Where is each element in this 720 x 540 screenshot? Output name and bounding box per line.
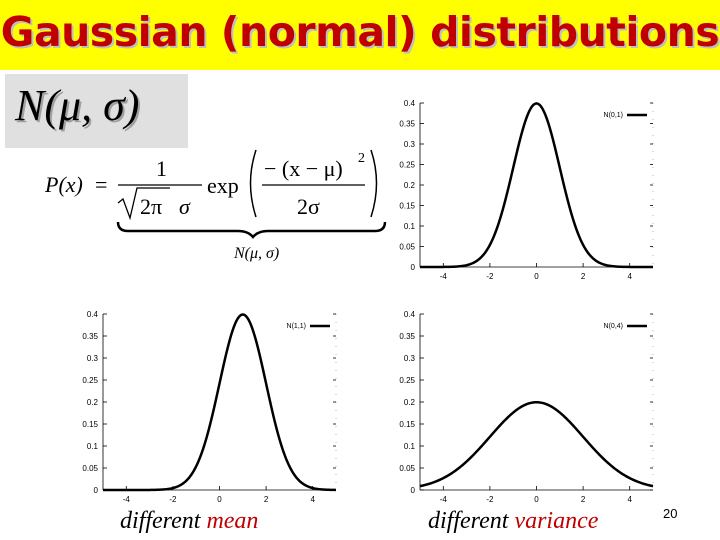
y-tick-label: 0.05 <box>399 243 415 252</box>
y-tick-label: 0.15 <box>399 420 415 429</box>
brace-label: N(μ, σ) <box>233 245 279 262</box>
formula-inner-numerator: − (x − μ) <box>264 156 343 181</box>
y-tick-label: 0 <box>411 486 416 495</box>
x-tick-label: 2 <box>581 495 586 504</box>
y-tick-label: 0.1 <box>404 222 416 231</box>
notation-box <box>5 74 188 148</box>
x-tick-label: -2 <box>486 272 494 281</box>
formula-inner-denominator: 2σ <box>297 194 320 219</box>
chart-different-variance: 0 0.05 0.1 0.15 0.2 0.25 0.3 0.35 0.4 -4 -2 0 2 4 N(0,… <box>399 310 654 504</box>
y-tick-label: 0.15 <box>82 420 98 429</box>
caption-different-mean: different mean <box>120 508 258 535</box>
title-bar <box>0 0 720 70</box>
legend-label: N(1,1) <box>287 323 306 330</box>
formula-left-paren <box>249 149 257 218</box>
underbrace <box>116 221 387 239</box>
x-tick-label: -4 <box>440 495 448 504</box>
y-tick-label: 0.15 <box>399 202 415 211</box>
formula-equals: = <box>95 172 107 197</box>
series-line <box>103 313 337 492</box>
y-tick-label: 0.4 <box>404 310 416 319</box>
y-tick-label: 0.3 <box>404 354 416 363</box>
y-tick-label: 0.2 <box>87 398 99 407</box>
caption-highlight: mean <box>206 508 259 534</box>
slide-title: Gaussian (normal) distributions <box>0 8 720 56</box>
x-tick-label: 4 <box>627 272 632 281</box>
x-tick-label: 0 <box>217 495 222 504</box>
x-tick-label: -2 <box>486 495 494 504</box>
x-tick-label: 4 <box>310 495 315 504</box>
x-tick-label: 0 <box>534 272 539 281</box>
caption-different-variance: different variance <box>428 508 598 535</box>
x-tick-label: 2 <box>581 272 586 281</box>
y-tick-label: 0.25 <box>399 376 415 385</box>
x-tick-label: 2 <box>264 495 269 504</box>
y-tick-label: 0.25 <box>399 161 415 170</box>
y-tick-label: 0.25 <box>82 376 98 385</box>
series-line <box>419 400 654 488</box>
y-tick-label: 0.3 <box>404 140 416 149</box>
y-tick-label: 0.1 <box>87 442 99 451</box>
legend-label: N(0,4) <box>604 323 623 330</box>
x-tick-label: -4 <box>440 272 448 281</box>
formula-right-paren <box>370 149 378 218</box>
notation-text: N(μ, σ) <box>15 81 140 130</box>
y-tick-label: 0.2 <box>404 398 416 407</box>
formula-sqrt-content: 2π <box>140 194 162 219</box>
y-tick-label: 0 <box>411 263 416 272</box>
y-tick-label: 0 <box>94 486 99 495</box>
formula-power: 2 <box>358 151 365 166</box>
caption-text: different <box>120 508 207 534</box>
formula: P(x) = 1 2π σ exp − (x − μ) 2 2σ <box>44 149 378 221</box>
y-tick-label: 0.3 <box>87 354 99 363</box>
y-tick-label: 0.4 <box>404 99 416 108</box>
y-tick-label: 0.35 <box>399 120 415 129</box>
y-tick-label: 0.1 <box>404 442 416 451</box>
y-tick-label: 0.05 <box>399 464 415 473</box>
formula-sigma: σ <box>179 194 191 219</box>
y-tick-label: 0.4 <box>87 310 99 319</box>
x-tick-label: 0 <box>534 495 539 504</box>
formula-sqrt-sign <box>117 187 170 221</box>
y-tick-label: 0.05 <box>82 464 98 473</box>
x-tick-label: 4 <box>627 495 632 504</box>
series-line <box>420 102 653 269</box>
y-tick-label: 0.35 <box>399 332 415 341</box>
page-number: 20 <box>663 506 678 521</box>
formula-exp: exp <box>207 173 239 198</box>
chart-different-mean: 0 0.05 0.1 0.15 0.2 0.25 0.3 0.35 0.4 -4 -2 0 2 4 N(1,… <box>82 310 337 504</box>
legend-label: N(0,1) <box>604 112 623 119</box>
y-tick-label: 0.35 <box>82 332 98 341</box>
caption-highlight: variance <box>514 508 599 534</box>
x-tick-label: -2 <box>169 495 177 504</box>
x-tick-label: -4 <box>123 495 131 504</box>
formula-numerator: 1 <box>156 156 167 181</box>
chart-standard-normal: 0 0.05 0.1 0.15 0.2 0.25 0.3 0.35 0.4 -4 -2 0 2 4 N(0,… <box>399 99 654 281</box>
formula-lhs: P(x) <box>44 172 83 197</box>
y-tick-label: 0.2 <box>404 181 416 190</box>
caption-text: different <box>428 508 515 534</box>
